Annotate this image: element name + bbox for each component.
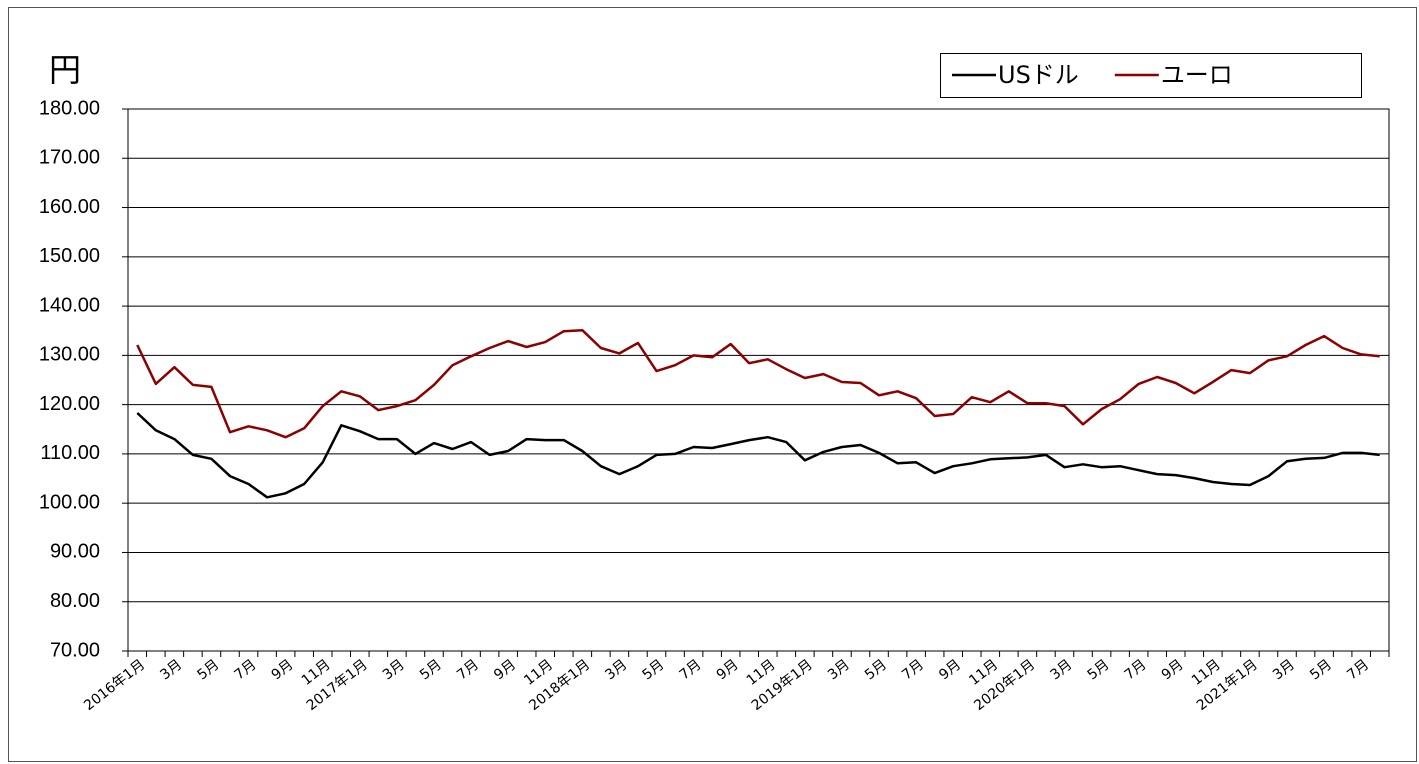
line-series xyxy=(136,412,1380,499)
legend-label: USドル xyxy=(998,61,1079,89)
plot-area xyxy=(128,109,1389,651)
y-tick-label: 130.00 xyxy=(39,344,100,366)
y-axis-label: 円 xyxy=(49,51,81,89)
legend-label: ユーロ xyxy=(1161,61,1233,89)
y-tick-label: 160.00 xyxy=(39,196,100,218)
y-tick-label: 70.00 xyxy=(50,639,100,661)
line-series xyxy=(136,328,1380,439)
legend: USドル ユーロ xyxy=(940,53,1362,98)
y-tick-label: 150.00 xyxy=(39,245,100,267)
y-tick-label: 90.00 xyxy=(50,541,100,563)
y-tick-label: 110.00 xyxy=(40,442,100,464)
y-tick-label: 120.00 xyxy=(39,393,100,415)
y-tick-label: 140.00 xyxy=(39,294,100,316)
y-tick-label: 180.00 xyxy=(39,97,100,119)
y-tick-label: 170.00 xyxy=(39,147,100,169)
y-tick-label: 80.00 xyxy=(50,590,100,612)
y-tick-label: 100.00 xyxy=(39,491,100,513)
